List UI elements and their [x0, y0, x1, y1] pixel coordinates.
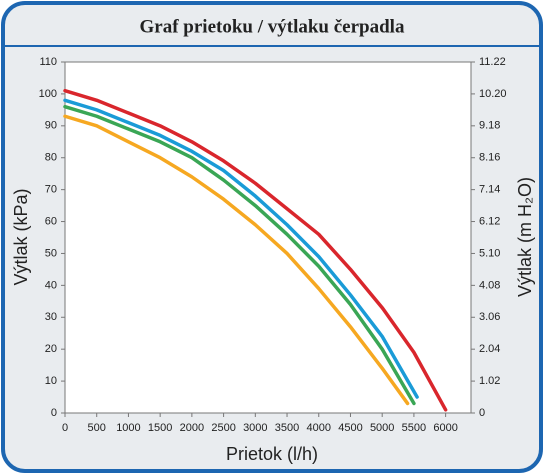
x-tick-label: 1000: [116, 422, 140, 434]
y-tick-label: 30: [45, 311, 57, 323]
y-tick-label: 50: [45, 247, 57, 259]
x-tick-label: 4500: [338, 422, 362, 434]
x-axis-label: Prietok (l/h): [226, 444, 318, 464]
x-tick-label: 500: [88, 422, 106, 434]
y-tick-label: 10: [45, 375, 57, 387]
y-tick-label: 100: [39, 88, 57, 100]
curve: [63, 104, 416, 406]
y-axis-label: Výtlak (kPa): [11, 188, 31, 285]
curve: [63, 114, 410, 406]
x-tick-label: 2500: [211, 422, 235, 434]
y2-tick-label: 1.02: [479, 375, 500, 387]
y2-axis-label: Výtlak (m H₂O): [515, 177, 535, 297]
y2-tick-label: 6.12: [479, 215, 500, 227]
x-tick-label: 5500: [402, 422, 426, 434]
x-tick-label: 5000: [370, 422, 394, 434]
y-tick-label: 0: [51, 407, 57, 419]
y2-tick-label: 11.22: [479, 56, 506, 68]
y-tick-label: 40: [45, 279, 57, 291]
y-tick-label: 80: [45, 152, 57, 164]
y2-tick-label: 2.04: [479, 343, 500, 355]
y2-tick-label: 3.06: [479, 311, 500, 323]
x-tick-label: 0: [62, 422, 68, 434]
y2-tick-label: 8.16: [479, 152, 500, 164]
x-tick-label: 6000: [433, 422, 457, 434]
curve: [63, 98, 419, 399]
y-tick-label: 90: [45, 120, 57, 132]
x-tick-label: 3500: [275, 422, 299, 434]
y-tick-label: 20: [45, 343, 57, 355]
y2-tick-label: 9.18: [479, 120, 500, 132]
y2-tick-label: 10.20: [479, 88, 507, 100]
curve: [63, 88, 448, 412]
x-tick-label: 4000: [307, 422, 331, 434]
x-tick-label: 2000: [180, 422, 204, 434]
x-tick-label: 1500: [148, 422, 172, 434]
y-tick-label: 110: [39, 56, 57, 68]
y2-tick-label: 7.14: [479, 184, 500, 196]
y2-tick-label: 0: [479, 407, 485, 419]
chart-title: Graf prietoku / výtlaku čerpadla: [140, 16, 405, 37]
y-tick-label: 70: [45, 184, 57, 196]
y-tick-label: 60: [45, 215, 57, 227]
y2-tick-label: 5.10: [479, 247, 500, 259]
x-tick-label: 3000: [243, 422, 267, 434]
y2-tick-label: 4.08: [479, 279, 500, 291]
